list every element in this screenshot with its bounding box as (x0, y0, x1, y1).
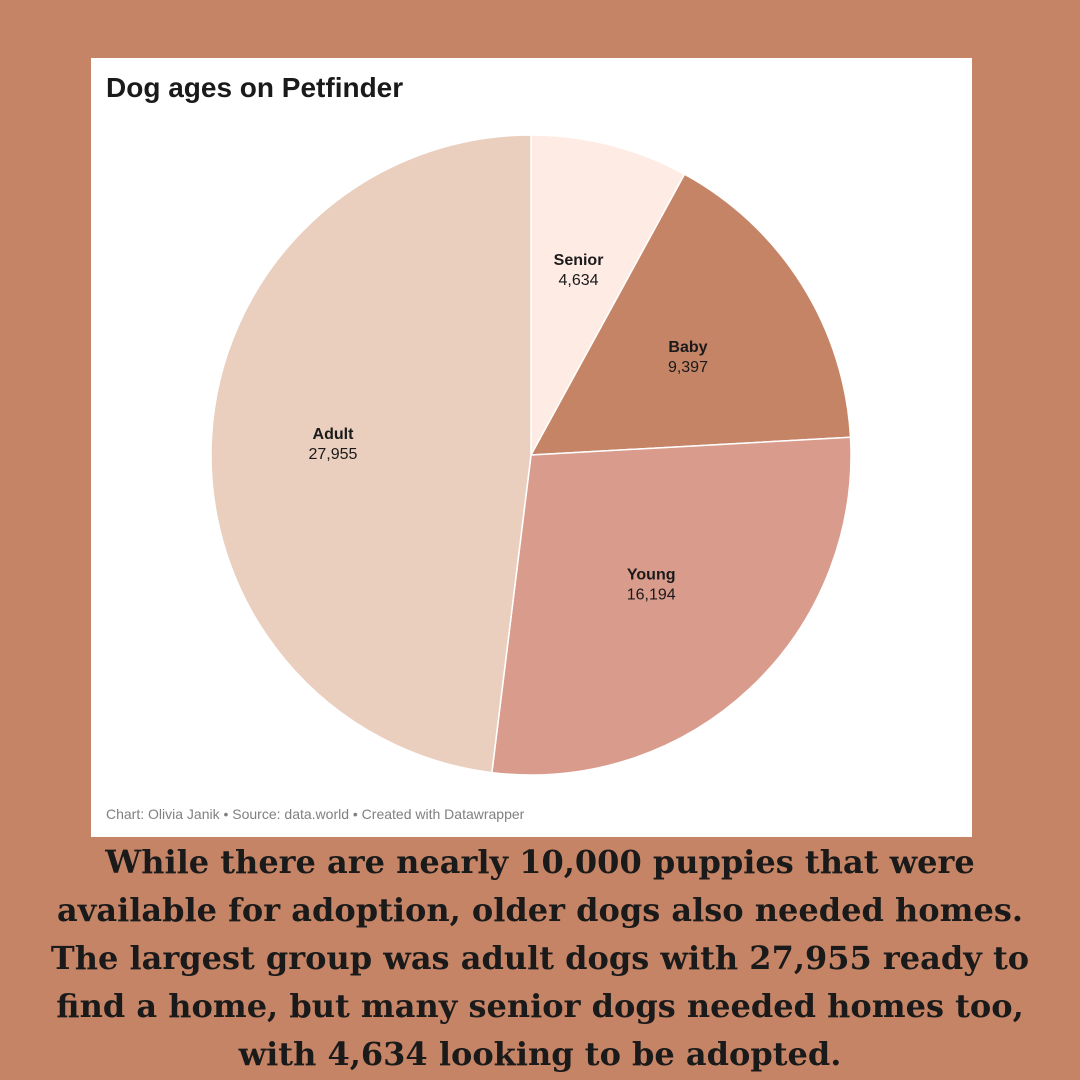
pie-slice-young (491, 436, 852, 776)
chart-footer: Chart: Olivia Janik • Source: data.world… (106, 806, 525, 822)
slice-value-senior: 4,634 (559, 272, 599, 289)
slice-label-adult: Adult (313, 426, 355, 443)
slice-label-young: Young (627, 567, 676, 584)
slice-label-senior: Senior (554, 252, 604, 269)
pie-slice-senior (530, 134, 686, 456)
slice-label-baby: Baby (668, 339, 707, 356)
slice-value-young: 16,194 (627, 587, 676, 604)
pie-slice-adult (210, 134, 532, 774)
slice-value-adult: 27,955 (309, 446, 358, 463)
caption-text: While there are nearly 10,000 puppies th… (50, 843, 1030, 1073)
pie-slice-baby (529, 173, 852, 456)
chart-card: Dog ages on Petfinder Senior 4,634 Baby 9,3… (91, 58, 972, 837)
slice-value-baby: 9,397 (668, 359, 708, 376)
chart-title: Dog ages on Petfinder (106, 72, 404, 103)
pie-chart: Senior 4,634 Baby 9,397 Young 16,194 Adult 27,9… (210, 134, 852, 776)
